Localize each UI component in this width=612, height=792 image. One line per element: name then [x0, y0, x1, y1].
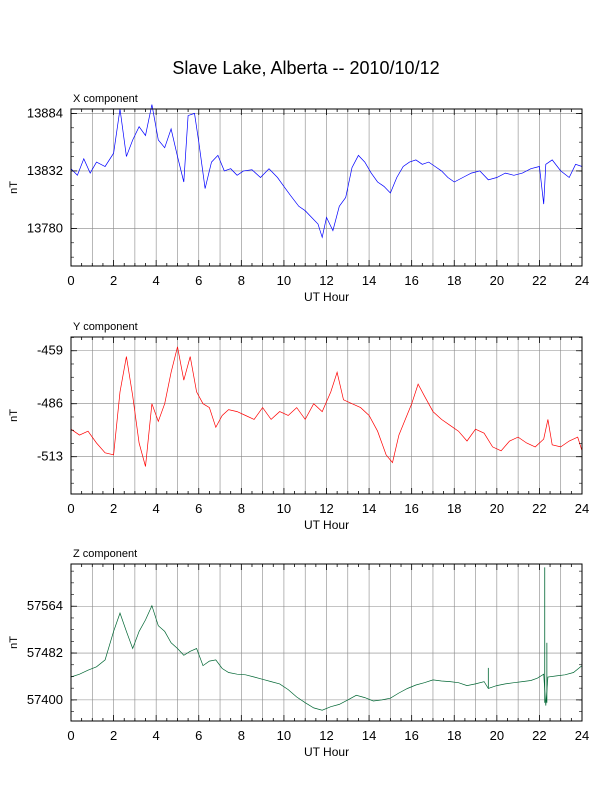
x-tick-label: 10	[277, 501, 291, 516]
x-tick-label: 18	[447, 501, 461, 516]
x-tick-label: 16	[404, 273, 418, 288]
chart-title: Slave Lake, Alberta -- 2010/10/12	[172, 58, 440, 78]
y-tick-label: -486	[37, 396, 63, 411]
x-tick-label: 6	[195, 273, 202, 288]
x-tick-label: 20	[490, 273, 504, 288]
x-tick-label: 22	[532, 501, 546, 516]
x-tick-label: 8	[238, 728, 245, 743]
x-tick-label: 18	[447, 728, 461, 743]
y-axis-label: nT	[8, 636, 20, 649]
x-axis-label: UT Hour	[304, 745, 349, 759]
y-axis-label: nT	[8, 181, 20, 194]
y-axis-label: nT	[8, 409, 20, 422]
x-axis-label: UT Hour	[304, 518, 349, 532]
x-tick-label: 24	[575, 728, 589, 743]
x-tick-label: 12	[319, 728, 333, 743]
y-tick-label: 13832	[27, 163, 63, 178]
x-tick-label: 24	[575, 273, 589, 288]
y-tick-label: -459	[37, 343, 63, 358]
x-tick-label: 22	[532, 728, 546, 743]
y-tick-label: -513	[37, 449, 63, 464]
x-tick-label: 8	[238, 501, 245, 516]
series-line	[70, 104, 583, 239]
x-tick-label: 20	[490, 501, 504, 516]
x-tick-label: 24	[575, 501, 589, 516]
x-tick-label: 16	[404, 501, 418, 516]
y-tick-label: 57400	[27, 692, 63, 707]
x-axis-label: UT Hour	[304, 290, 349, 304]
x-tick-label: 12	[319, 501, 333, 516]
panel-title: Y component	[73, 321, 138, 333]
x-tick-label: 2	[110, 501, 117, 516]
y-tick-label: 13780	[27, 220, 63, 235]
y-tick-label: 57482	[27, 645, 63, 660]
x-tick-label: 14	[362, 273, 376, 288]
x-tick-label: 16	[404, 728, 418, 743]
x-tick-label: 10	[277, 273, 291, 288]
y-tick-label: 57564	[27, 598, 63, 613]
x-tick-label: 6	[195, 728, 202, 743]
x-tick-label: 0	[67, 273, 74, 288]
x-tick-label: 10	[277, 728, 291, 743]
x-tick-label: 18	[447, 273, 461, 288]
x-tick-label: 2	[110, 728, 117, 743]
x-tick-label: 4	[153, 728, 160, 743]
x-tick-label: 4	[153, 273, 160, 288]
panel-title: X component	[73, 93, 138, 105]
series-line	[70, 346, 583, 467]
series-line	[70, 604, 583, 711]
y-tick-label: 13884	[27, 105, 63, 120]
x-tick-label: 6	[195, 501, 202, 516]
x-tick-label: 4	[153, 501, 160, 516]
x-tick-label: 14	[362, 501, 376, 516]
x-tick-label: 0	[67, 728, 74, 743]
x-tick-label: 8	[238, 273, 245, 288]
x-tick-label: 2	[110, 273, 117, 288]
x-tick-label: 0	[67, 501, 74, 516]
panel-title: Z component	[73, 548, 137, 560]
x-tick-label: 20	[490, 728, 504, 743]
x-tick-label: 22	[532, 273, 546, 288]
x-tick-label: 12	[319, 273, 333, 288]
x-tick-label: 14	[362, 728, 376, 743]
